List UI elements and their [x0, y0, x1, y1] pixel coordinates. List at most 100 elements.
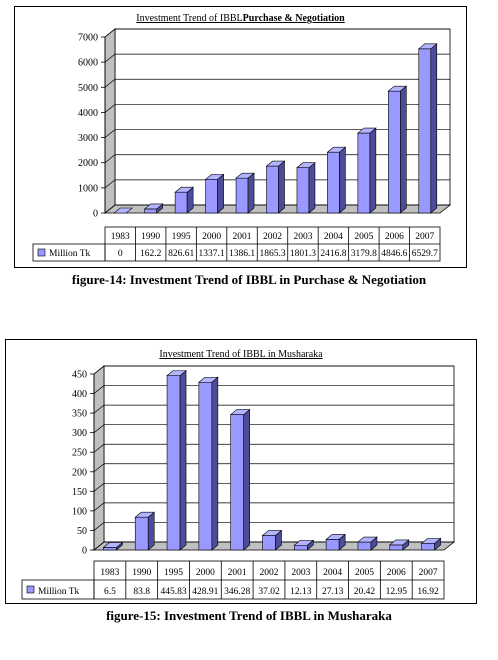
- bar: [198, 376, 219, 551]
- bar-side: [179, 369, 187, 551]
- bar-top: [229, 409, 251, 415]
- bar: [204, 173, 225, 214]
- y-tick-label: 0: [93, 209, 98, 220]
- category-label: 2006: [387, 568, 406, 578]
- gridline: [93, 443, 454, 453]
- chart-musharaka: Investment Trend of IBBL in Musharaka 0 50…: [21, 349, 456, 600]
- data-value-label: 4846.6: [381, 249, 407, 259]
- bar-top: [387, 85, 408, 92]
- y-tick-label: 3000: [78, 133, 98, 144]
- legend-label: Million Tk: [49, 249, 91, 259]
- data-value-label: 37.02: [258, 587, 280, 597]
- bar-front: [389, 544, 404, 551]
- bar-front: [205, 179, 218, 214]
- bar-top: [293, 539, 315, 546]
- legend-swatch: [26, 585, 35, 594]
- category-label: 2004: [324, 232, 343, 242]
- bar: [417, 43, 438, 214]
- category-label: 2002: [260, 568, 279, 578]
- bar-front: [166, 375, 181, 551]
- category-label: 1995: [164, 568, 183, 578]
- bar-front: [235, 177, 249, 214]
- bar: [265, 160, 286, 214]
- bar-top: [357, 127, 377, 134]
- bar-side: [430, 43, 438, 214]
- category-label: 2003: [291, 568, 310, 578]
- bar-top: [204, 174, 225, 180]
- bar-front: [230, 414, 244, 551]
- bar-side: [243, 408, 250, 551]
- bar-side: [369, 127, 377, 214]
- data-value-label: 1337.1: [199, 249, 225, 259]
- y-tick-label: 350: [72, 409, 87, 420]
- data-value-label: 20.42: [354, 587, 376, 597]
- bar-side: [217, 173, 224, 214]
- bar-front: [421, 543, 435, 551]
- y-tick-label: 200: [72, 467, 87, 478]
- bar: [261, 529, 283, 551]
- gridline: [93, 424, 454, 433]
- y-tick-label: 5000: [78, 83, 98, 94]
- side-wall: [93, 365, 105, 551]
- chart-title-main: Investment Trend of IBBL: [136, 13, 242, 24]
- data-value-label: 12.13: [290, 587, 312, 597]
- bar: [387, 85, 408, 214]
- data-value-label: 3179.8: [351, 249, 377, 259]
- bar-top: [134, 511, 156, 518]
- category-label: 1990: [141, 232, 160, 242]
- y-tick-label: 6000: [78, 58, 98, 69]
- bar-top: [166, 370, 187, 376]
- y-tick-label: 2000: [78, 158, 98, 169]
- y-tick-label: 1000: [78, 183, 98, 194]
- legend-label: Million Tk: [38, 587, 80, 597]
- bar-side: [211, 376, 219, 551]
- y-tick-label: 150: [72, 487, 87, 498]
- bar-front: [325, 539, 340, 551]
- data-value-label: 0: [118, 249, 123, 259]
- category-label: 2005: [355, 568, 374, 578]
- category-label: 2007: [415, 232, 434, 242]
- bar-front: [418, 48, 432, 214]
- bar-front: [174, 191, 188, 214]
- category-label: 2004: [323, 568, 342, 578]
- category-label: 2006: [385, 232, 404, 242]
- bar-top: [325, 534, 346, 540]
- bar-front: [103, 547, 117, 551]
- bar-top: [326, 146, 347, 153]
- y-tick-label: 400: [72, 389, 87, 400]
- data-value-label: 83.8: [133, 587, 150, 597]
- data-value-label: 6.5: [104, 587, 116, 597]
- bar: [296, 162, 316, 214]
- figure-caption-14: figure-14: Investment Trend of IBBL in P…: [71, 272, 427, 287]
- data-value-label: 1386.1: [229, 249, 255, 259]
- bar-top: [296, 162, 316, 169]
- bar-front: [357, 541, 372, 551]
- y-tick-label: 450: [72, 370, 87, 381]
- category-label: 1990: [132, 568, 151, 578]
- bar: [113, 207, 134, 214]
- bar-top: [417, 43, 438, 50]
- bar: [293, 539, 315, 551]
- chart-purchase-negotiation: Investment Trend of IBBLPurchase & Negot…: [32, 13, 452, 262]
- chart-title-main: Investment Trend of IBBL in Musharaka: [159, 349, 323, 360]
- bar: [388, 539, 410, 551]
- bar: [229, 408, 251, 551]
- bar-top: [388, 539, 410, 546]
- bar: [357, 536, 378, 551]
- bar-top: [113, 207, 134, 214]
- data-value-label: 445.83: [160, 587, 186, 597]
- bar-side: [147, 511, 155, 551]
- gridline: [93, 385, 454, 394]
- gridline: [93, 365, 454, 375]
- bar-front: [296, 167, 310, 214]
- data-value-label: 346.28: [224, 587, 250, 597]
- category-label: 1995: [172, 232, 191, 242]
- bar-front: [357, 132, 371, 214]
- category-label: 2001: [228, 568, 247, 578]
- bar-front: [294, 544, 308, 551]
- bar-front: [262, 535, 276, 551]
- bar-front: [134, 516, 149, 551]
- bar: [235, 172, 255, 214]
- chart-title: Investment Trend of IBBL in Musharaka: [159, 349, 323, 360]
- bar-top: [174, 186, 194, 193]
